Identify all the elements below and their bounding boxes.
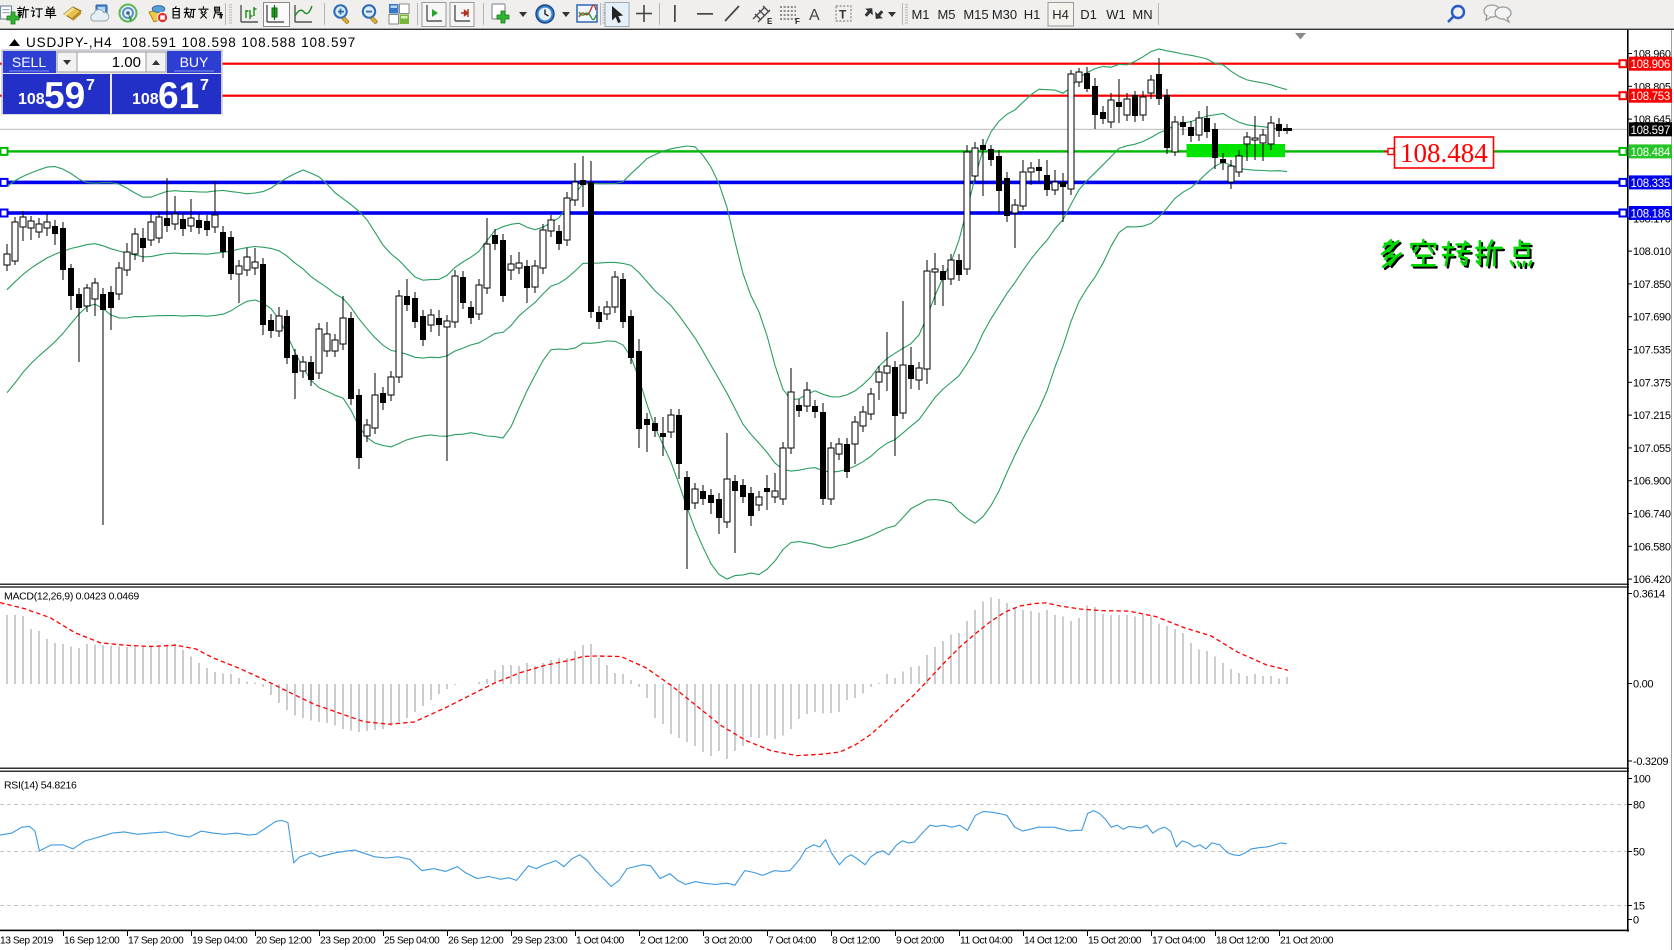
- svg-text:108.597: 108.597: [1631, 125, 1670, 137]
- svg-text:108.753: 108.753: [1631, 91, 1670, 103]
- svg-text:20 Sep 12:00: 20 Sep 12:00: [256, 936, 312, 947]
- svg-text:E: E: [767, 17, 773, 26]
- svg-text:M15: M15: [963, 7, 988, 22]
- svg-text:106.740: 106.740: [1633, 509, 1671, 521]
- svg-text:100: 100: [1633, 774, 1651, 786]
- svg-text:SELL: SELL: [12, 54, 46, 70]
- svg-text:108.484: 108.484: [1631, 147, 1671, 159]
- svg-text:26 Sep 12:00: 26 Sep 12:00: [448, 936, 504, 947]
- svg-text:7: 7: [86, 77, 95, 94]
- svg-text:80: 80: [1633, 800, 1645, 812]
- svg-text:107.055: 107.055: [1633, 443, 1671, 455]
- svg-text:25 Sep 04:00: 25 Sep 04:00: [384, 936, 440, 947]
- svg-text:107.215: 107.215: [1633, 410, 1671, 422]
- svg-text:59: 59: [44, 75, 85, 116]
- svg-text:1.00: 1.00: [112, 54, 141, 71]
- svg-text:T: T: [839, 8, 847, 22]
- svg-text:3 Oct 20:00: 3 Oct 20:00: [704, 936, 753, 947]
- svg-text:A: A: [809, 7, 820, 24]
- svg-text:107.850: 107.850: [1633, 279, 1671, 291]
- svg-text:106.420: 106.420: [1633, 574, 1671, 586]
- svg-text:16 Sep 12:00: 16 Sep 12:00: [64, 936, 120, 947]
- svg-text:14 Oct 12:00: 14 Oct 12:00: [1024, 936, 1078, 947]
- svg-text:18 Oct 12:00: 18 Oct 12:00: [1216, 936, 1270, 947]
- svg-text:M5: M5: [937, 7, 955, 22]
- svg-text:-0.3209: -0.3209: [1633, 756, 1668, 768]
- svg-text:9 Oct 20:00: 9 Oct 20:00: [896, 936, 945, 947]
- svg-text:BUY: BUY: [180, 54, 209, 70]
- svg-text:50: 50: [1633, 847, 1645, 859]
- svg-text:108.484: 108.484: [1400, 138, 1488, 168]
- svg-text:106.580: 106.580: [1633, 541, 1671, 553]
- svg-text:11 Oct 04:00: 11 Oct 04:00: [960, 936, 1013, 947]
- svg-text:108.335: 108.335: [1631, 178, 1670, 190]
- svg-text:7 Oct 04:00: 7 Oct 04:00: [768, 936, 817, 947]
- svg-text:15 Oct 20:00: 15 Oct 20:00: [1088, 936, 1142, 947]
- svg-text:61: 61: [158, 75, 199, 116]
- svg-text:W1: W1: [1106, 7, 1126, 22]
- svg-text:107.690: 107.690: [1633, 312, 1671, 324]
- svg-text:107.375: 107.375: [1633, 377, 1671, 389]
- svg-text:13 Sep 2019: 13 Sep 2019: [0, 936, 54, 947]
- svg-text:108: 108: [132, 91, 159, 108]
- svg-text:17 Oct 04:00: 17 Oct 04:00: [1152, 936, 1206, 947]
- svg-text:2 Oct 12:00: 2 Oct 12:00: [640, 936, 689, 947]
- svg-text:8 Oct 12:00: 8 Oct 12:00: [832, 936, 881, 947]
- svg-text:1 Oct 04:00: 1 Oct 04:00: [576, 936, 625, 947]
- svg-text:108.010: 108.010: [1633, 246, 1671, 258]
- svg-text:19 Sep 04:00: 19 Sep 04:00: [192, 936, 248, 947]
- svg-text:H4: H4: [1052, 7, 1069, 22]
- svg-text:MN: MN: [1132, 7, 1152, 22]
- svg-text:21 Oct 20:00: 21 Oct 20:00: [1280, 936, 1334, 947]
- svg-text:23 Sep 20:00: 23 Sep 20:00: [320, 936, 376, 947]
- svg-text:H1: H1: [1024, 7, 1041, 22]
- svg-text:0: 0: [1633, 915, 1639, 927]
- svg-text:RSI(14) 54.8216: RSI(14) 54.8216: [4, 780, 77, 792]
- svg-text:MACD(12,26,9) 0.0423 0.0469: MACD(12,26,9) 0.0423 0.0469: [4, 591, 139, 603]
- svg-text:108.186: 108.186: [1631, 209, 1670, 221]
- svg-text:D1: D1: [1080, 7, 1097, 22]
- svg-text:17 Sep 20:00: 17 Sep 20:00: [128, 936, 184, 947]
- svg-text:7: 7: [200, 77, 209, 94]
- svg-text:106.900: 106.900: [1633, 476, 1671, 488]
- svg-text:USDJPY-,H4 108.591 108.598 10: USDJPY-,H4 108.591 108.598 108.588 108.5…: [26, 35, 356, 50]
- svg-text:29 Sep 23:00: 29 Sep 23:00: [512, 936, 568, 947]
- svg-text:0.3614: 0.3614: [1633, 589, 1665, 601]
- svg-text:108.906: 108.906: [1631, 59, 1670, 71]
- svg-text:M1: M1: [911, 7, 929, 22]
- svg-text:M30: M30: [992, 7, 1017, 22]
- svg-text:15: 15: [1633, 901, 1645, 913]
- svg-text:107.535: 107.535: [1633, 345, 1671, 357]
- svg-text:108: 108: [18, 91, 45, 108]
- svg-text:0.00: 0.00: [1633, 679, 1653, 691]
- svg-text:F: F: [795, 17, 800, 26]
